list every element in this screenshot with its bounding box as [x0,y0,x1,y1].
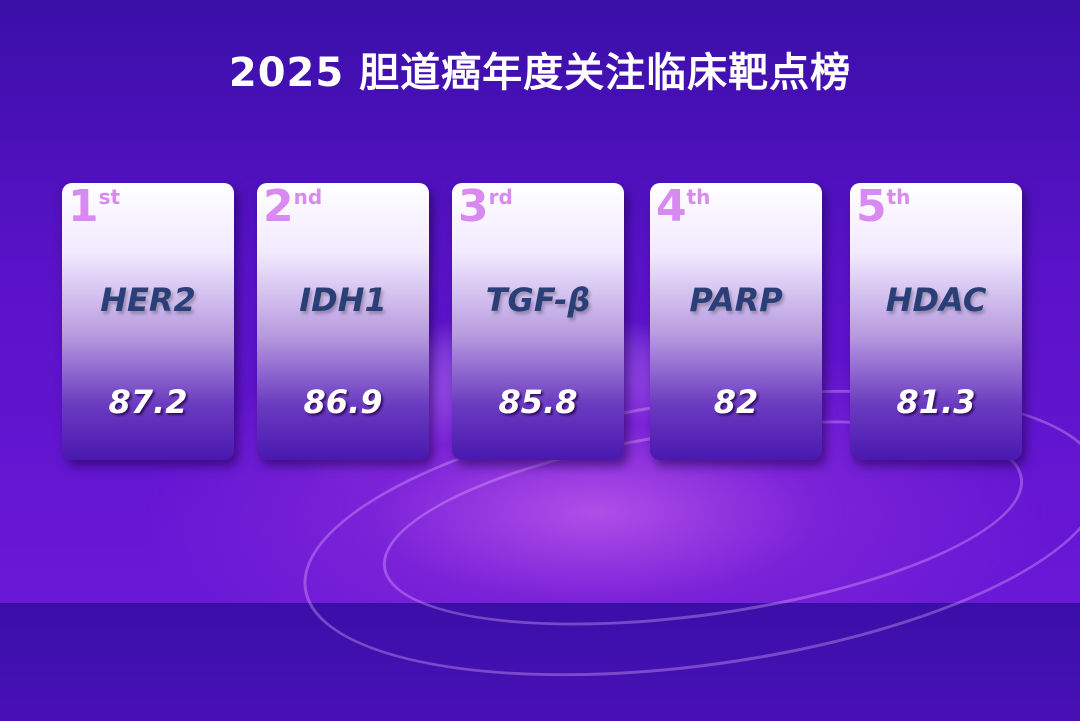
target-score: 82 [713,383,759,421]
rank-card-3: 3rd TGF-β 85.8 [452,183,624,460]
rank-number: 5th [856,181,911,232]
rank-number: 2nd [263,181,323,232]
target-name: PARP [689,281,783,319]
rank-card-2: 2nd IDH1 86.9 [257,183,429,460]
target-score: 85.8 [498,383,578,421]
rank-number: 1st [68,181,121,232]
target-name: HER2 [100,281,196,319]
target-score: 86.9 [303,383,383,421]
rank-number: 3rd [458,181,513,232]
target-name: TGF-β [485,281,591,319]
rank-card-5: 5th HDAC 81.3 [850,183,1022,460]
target-name: HDAC [885,281,987,319]
rank-number: 4th [656,181,711,232]
target-name: IDH1 [299,281,387,319]
rank-card-4: 4th PARP 82 [650,183,822,460]
target-score: 81.3 [896,383,976,421]
rank-card-1: 1st HER2 87.2 [62,183,234,460]
target-score: 87.2 [108,383,188,421]
page-title: 2025 胆道癌年度关注临床靶点榜 [228,50,852,96]
